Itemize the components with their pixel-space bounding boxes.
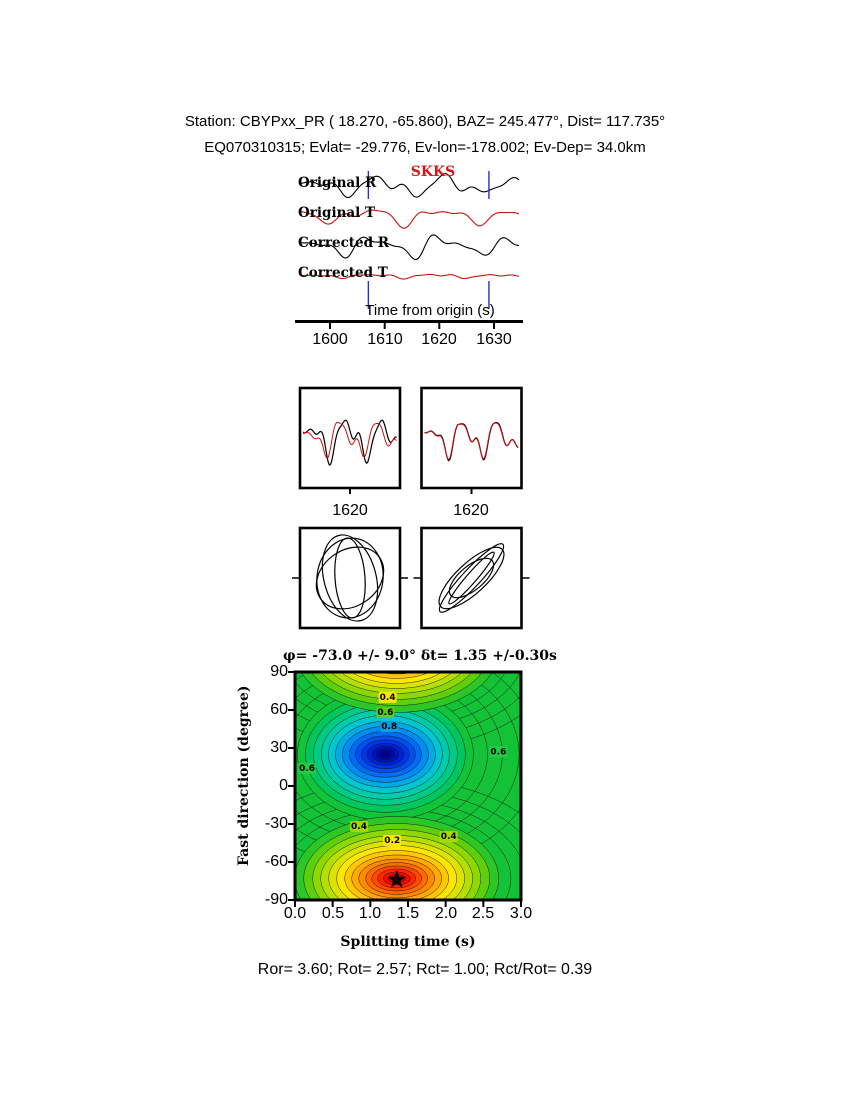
- contour-label: 0.2: [384, 836, 400, 846]
- best-fit-star: ★: [386, 865, 408, 893]
- ytick-60: 60: [270, 701, 288, 718]
- station-title: Station: CBYPxx_PR ( 18.270, -65.860), B…: [184, 113, 666, 130]
- particle-motion-loop: [321, 534, 379, 622]
- contour-label: 0.4: [351, 822, 367, 832]
- xtick-25: 2.5: [471, 905, 495, 922]
- trace-label-corrected-t: Corrected T: [298, 265, 388, 281]
- zoom-trace: [302, 419, 397, 466]
- time-tick-1620: 1620: [421, 331, 457, 348]
- ytick-m90: -90: [264, 891, 288, 908]
- contour-label-box: [489, 746, 508, 758]
- contour-label-box: [376, 707, 395, 719]
- particle-motion-loop: [315, 546, 385, 610]
- contour-title: φ= -73.0 +/- 9.0° δt= 1.35 +/-0.30s: [283, 648, 557, 664]
- xtick-00: 0.0: [283, 905, 307, 922]
- xtick-15: 1.5: [396, 905, 420, 922]
- particle-motion-loop: [438, 546, 505, 610]
- error-surface-field: ★ 0.4 0.6 0.8 0.6 0.6 0.4 0.2 0.4: [295, 672, 521, 900]
- ytick-30: 30: [270, 739, 288, 756]
- particle-motion-loop: [448, 551, 495, 605]
- contour-label-box: [350, 821, 369, 833]
- particle-motion-loop: [334, 537, 366, 619]
- contour-label-box: [383, 834, 402, 846]
- contour-label: 0.8: [381, 722, 397, 732]
- particle-motion-box: [298, 526, 402, 630]
- contour-label-box: [298, 762, 317, 774]
- contour-label: 0.6: [377, 708, 393, 718]
- time-axis-label: Time from origin (s): [365, 302, 495, 319]
- zoom-box: [420, 386, 523, 490]
- trace-label-original-r: Original R: [298, 175, 377, 191]
- xtick-20: 2.0: [434, 905, 458, 922]
- particle-motion-loop: [438, 543, 505, 613]
- contour-label: 0.4: [380, 693, 396, 703]
- waveform-trace: [299, 234, 520, 261]
- stats-line: Ror= 3.60; Rot= 2.57; Rct= 1.00; Rct/Rot…: [257, 961, 593, 978]
- time-tick-1600: 1600: [312, 331, 348, 348]
- contour-label-box: [439, 831, 458, 843]
- contour-label-box: [378, 691, 397, 703]
- contour-label: 0.6: [490, 747, 506, 757]
- contour-label-box: [380, 720, 399, 732]
- time-tick-1630: 1630: [476, 331, 512, 348]
- contour-label: 0.4: [441, 832, 457, 842]
- waveform-trace: [299, 273, 520, 280]
- xtick-10: 1.0: [358, 905, 382, 922]
- zoom-tick-left: 1620: [332, 502, 368, 519]
- ytick-90: 90: [270, 663, 288, 680]
- event-title: EQ070310315; Evlat= -29.776, Ev-lon=-178…: [204, 139, 646, 156]
- contour-label: 0.6: [299, 764, 315, 774]
- trace-label-corrected-r: Corrected R: [298, 235, 389, 251]
- xtick-05: 0.5: [321, 905, 345, 922]
- ytick-m30: -30: [264, 815, 288, 832]
- waveform-trace: [299, 209, 520, 229]
- contour-ylabel: Fast direction (degree): [236, 685, 252, 866]
- zoom-tick-right: 1620: [453, 502, 489, 519]
- particle-motion-loop: [316, 537, 384, 619]
- time-tick-1610: 1610: [367, 331, 403, 348]
- phase-label: SKKS: [410, 164, 456, 180]
- ytick-m60: -60: [264, 853, 288, 870]
- particle-motion-loop: [448, 557, 495, 599]
- zoom-trace: [302, 421, 397, 460]
- trace-label-original-t: Original T: [298, 205, 376, 221]
- waveform-trace: [299, 173, 520, 199]
- particle-motion-box: [420, 526, 523, 630]
- xtick-30: 3.0: [509, 905, 533, 922]
- contour-xlabel: Splitting time (s): [340, 934, 476, 950]
- ytick-0: 0: [279, 777, 288, 794]
- zoom-trace: [424, 422, 519, 461]
- error-surface-frame: [293, 670, 523, 902]
